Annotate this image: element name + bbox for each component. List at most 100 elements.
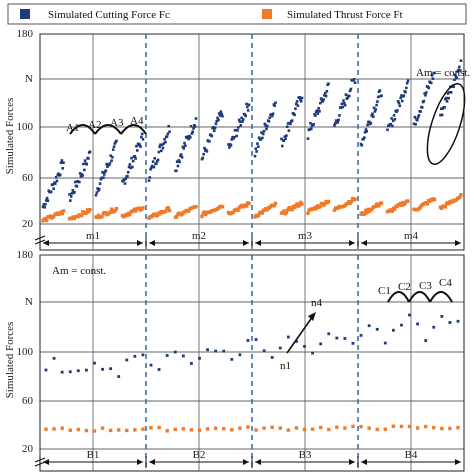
fc-point [158, 145, 161, 149]
fc-point [125, 358, 129, 362]
fc-point [335, 336, 339, 340]
fc-point [285, 125, 289, 128]
ft-point [318, 425, 323, 430]
legend-marker-fc [20, 9, 30, 19]
fc-point [201, 156, 205, 160]
ft-point [418, 205, 422, 210]
ft-point [79, 213, 84, 218]
fc-point [312, 123, 316, 126]
bottom-y-tick-label: 100 [17, 346, 34, 358]
fc-point [263, 122, 267, 126]
fc-point [213, 129, 216, 133]
fc-point [351, 341, 355, 345]
ft-point [202, 210, 207, 214]
fc-point [449, 90, 453, 94]
ft-point [375, 427, 379, 432]
ft-point [61, 209, 66, 213]
fc-point [101, 367, 104, 371]
ft-point [373, 204, 378, 209]
fc-point [380, 94, 383, 98]
fc-point [405, 86, 408, 90]
fc-point [214, 122, 218, 126]
fc-point [270, 113, 273, 116]
fc-point [254, 147, 258, 150]
fc-point [294, 107, 297, 111]
fc-point [128, 163, 132, 166]
ft-point [402, 202, 407, 207]
fc-point [111, 148, 115, 151]
fc-point [177, 159, 181, 162]
ft-point [278, 426, 282, 430]
grid-layer [40, 33, 464, 471]
ft-point [432, 197, 437, 202]
fc-point [108, 162, 112, 165]
group-span-arrowhead [349, 459, 355, 465]
fc-point [204, 148, 208, 152]
fc-point [78, 172, 82, 175]
fc-point [230, 138, 234, 141]
range-arc-c1 [387, 291, 410, 303]
fc-point [230, 357, 234, 361]
fc-point [415, 118, 419, 122]
fc-point [133, 155, 137, 158]
ft-point [365, 210, 369, 215]
fc-point [243, 113, 247, 116]
ft-point [374, 202, 379, 206]
fc-point [280, 137, 283, 141]
fc-point [406, 79, 410, 83]
fc-point [344, 93, 348, 96]
group-label: m2 [192, 230, 206, 242]
range-label-a1: A1 [66, 122, 79, 134]
ft-point [273, 201, 278, 206]
ft-point [302, 427, 307, 432]
fc-point [215, 119, 219, 123]
ft-point [173, 427, 177, 432]
ft-point [459, 193, 463, 197]
fc-point [364, 128, 368, 131]
ft-point [141, 427, 145, 431]
ft-point [189, 428, 194, 432]
fc-point [281, 144, 284, 148]
fc-point [140, 135, 143, 139]
ft-point [236, 208, 240, 212]
fc-point [205, 150, 209, 153]
group-span-arrowhead [349, 240, 355, 246]
group-span-arrowhead [255, 240, 261, 246]
fc-point [82, 162, 85, 166]
fc-point [282, 139, 286, 142]
fc-point [82, 168, 86, 172]
ft-point [415, 426, 420, 430]
fc-point [265, 127, 268, 131]
fc-point [208, 139, 211, 143]
ft-point [43, 216, 48, 221]
ft-point [72, 216, 77, 221]
fc-point [420, 106, 424, 109]
fc-point [424, 93, 427, 97]
fc-point [97, 187, 101, 191]
fc-point [315, 109, 319, 113]
top-y-tick-label: 100 [17, 121, 34, 133]
ft-point [87, 210, 91, 214]
fc-point [140, 132, 144, 136]
fc-point [440, 113, 444, 117]
ft-point [293, 205, 297, 210]
fc-point [266, 124, 269, 128]
fc-point [126, 170, 130, 174]
fc-point [156, 158, 160, 162]
group-span-arrowhead [361, 240, 367, 246]
fc-point [391, 328, 395, 332]
group-span-arrowhead [361, 459, 367, 465]
ft-point [187, 209, 191, 213]
ft-point [125, 213, 130, 218]
fc-point [131, 159, 135, 163]
fc-point [324, 94, 328, 98]
fc-point [150, 166, 153, 169]
fc-point [430, 74, 434, 77]
fc-point [352, 78, 356, 81]
fc-point [238, 120, 242, 123]
fc-point [257, 136, 261, 139]
range-label-c1: C1 [378, 285, 391, 297]
fc-point [448, 90, 451, 94]
fc-point [228, 146, 231, 149]
ft-point [175, 214, 179, 219]
